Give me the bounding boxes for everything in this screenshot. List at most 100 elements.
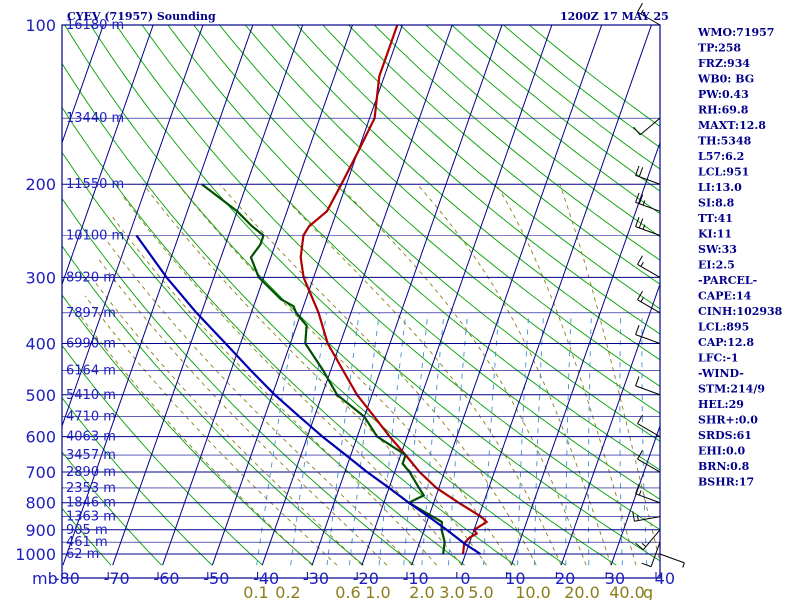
parcel-trace bbox=[135, 234, 482, 555]
plot-border bbox=[61, 24, 661, 579]
dry-adiabat-line bbox=[62, 106, 516, 566]
index-line: LI:13.0 bbox=[698, 181, 742, 194]
dry-adiabat-line bbox=[62, 397, 213, 566]
dry-adiabat-line bbox=[62, 294, 314, 566]
mixing-ratio-label: 20.0 bbox=[564, 583, 600, 600]
index-line: -WIND- bbox=[698, 367, 744, 380]
moist-adiabat-line bbox=[84, 295, 338, 566]
index-line: WB0: BG bbox=[697, 73, 754, 86]
index-line: EI:2.5 bbox=[698, 259, 735, 272]
wind-barb-flag bbox=[637, 414, 643, 424]
wind-barb-staff bbox=[642, 529, 661, 551]
pressure-tick-label: 900 bbox=[25, 521, 56, 540]
dry-adiabat-line bbox=[62, 151, 465, 566]
height-label: 905 m bbox=[66, 523, 108, 538]
isotherm-line bbox=[560, 282, 660, 566]
wind-barb bbox=[635, 217, 661, 236]
height-label: 16180 m bbox=[66, 18, 124, 33]
wind-barb-flag bbox=[641, 562, 652, 568]
moist-adiabat-line bbox=[219, 183, 537, 566]
dry-adiabat-line bbox=[62, 507, 112, 566]
height-label: 6164 m bbox=[66, 364, 116, 379]
mixing-ratio-line bbox=[403, 312, 429, 566]
index-line: CINH:102938 bbox=[698, 305, 783, 318]
pressure-tick-label: 500 bbox=[25, 386, 56, 405]
index-line: LCL:951 bbox=[698, 166, 749, 179]
height-label: 7897 m bbox=[66, 306, 116, 321]
isotherm-line bbox=[62, 25, 254, 566]
mixing-ratio-unit-label: g bbox=[643, 583, 653, 600]
isotherm-line bbox=[461, 25, 652, 566]
stability-indices: WMO:71957 TP:258 FRZ:934 WB0: BG PW:0.43 RH:6… bbox=[697, 26, 783, 489]
moist-adiabats bbox=[77, 183, 660, 566]
temperature-tick-label: 40 bbox=[655, 569, 675, 588]
moist-adiabat-line bbox=[496, 183, 637, 566]
wind-barb bbox=[659, 553, 685, 568]
wind-barb bbox=[641, 542, 661, 568]
temperature-tick-label: -60 bbox=[153, 569, 179, 588]
index-line: SW:33 bbox=[698, 243, 737, 256]
mixing-ratio-line bbox=[378, 312, 407, 566]
mixing-ratio-line bbox=[256, 312, 297, 566]
index-line: KI:11 bbox=[698, 228, 732, 241]
mixing-ratio-line bbox=[421, 312, 445, 566]
isotherm-line bbox=[62, 25, 104, 145]
plot-frame bbox=[61, 24, 661, 579]
dry-adiabat-line bbox=[64, 25, 617, 566]
temperature-tick-label: -10 bbox=[403, 569, 429, 588]
wind-barb-half-flag bbox=[682, 562, 685, 568]
index-line: STM:214/9 bbox=[698, 383, 765, 396]
wind-barb-flag bbox=[638, 218, 644, 229]
height-label: 8920 m bbox=[66, 270, 116, 285]
temperature-tick-label: -30 bbox=[303, 569, 329, 588]
height-label: 6990 m bbox=[66, 336, 116, 351]
index-line: BRN:0.8 bbox=[698, 460, 750, 473]
moist-adiabat-line bbox=[416, 183, 612, 566]
pressure-tick-label: 100 bbox=[25, 16, 56, 35]
isotherm-line bbox=[62, 25, 154, 286]
wind-barb-staff bbox=[637, 423, 661, 438]
pressure-tick-label: 400 bbox=[25, 334, 56, 353]
temperature-tick-label: -40 bbox=[253, 569, 279, 588]
wind-barb-staff bbox=[650, 542, 661, 567]
index-line: LFC:-1 bbox=[698, 352, 739, 365]
moist-adiabat-line bbox=[111, 216, 437, 566]
wind-barb-staff bbox=[659, 553, 685, 564]
mixing-ratio-label: 3.0 bbox=[439, 583, 464, 600]
wind-barb-staff bbox=[634, 516, 661, 522]
temperature-tick-label: 20 bbox=[555, 569, 575, 588]
wind-barb-flag bbox=[637, 255, 643, 265]
moist-adiabat-line bbox=[121, 195, 462, 566]
wind-barb-flag bbox=[638, 194, 644, 204]
wind-barb-flag bbox=[637, 3, 643, 13]
dry-adiabat-line bbox=[62, 197, 415, 566]
index-line: FRZ:934 bbox=[698, 57, 750, 70]
dewpoint-trace bbox=[201, 183, 446, 555]
wind-barbs bbox=[632, 3, 685, 568]
dry-adiabat-line bbox=[322, 25, 660, 310]
index-line: TP:258 bbox=[698, 42, 741, 55]
dry-adiabat-line bbox=[193, 25, 660, 442]
mixing-ratio-label: 40.0 bbox=[609, 583, 645, 600]
wind-barb-half-flag bbox=[641, 543, 647, 547]
height-label: 11550 m bbox=[66, 177, 124, 192]
dry-adiabat-line bbox=[89, 25, 660, 562]
index-line: WMO:71957 bbox=[697, 26, 774, 39]
temperature-tick-label: -50 bbox=[203, 569, 229, 588]
dry-adiabat-line bbox=[296, 25, 660, 335]
wind-barb-staff bbox=[635, 174, 661, 185]
wind-barb-staff bbox=[635, 334, 661, 344]
wind-barb-half-flag bbox=[640, 261, 644, 267]
dry-adiabat-line bbox=[218, 25, 660, 414]
mixing-ratio-label: 0.6 bbox=[335, 583, 360, 600]
wind-barb-half-flag bbox=[637, 515, 639, 521]
wind-barb-staff bbox=[637, 458, 661, 473]
wind-barb-flag bbox=[635, 165, 640, 176]
isotherm-line bbox=[112, 25, 304, 566]
index-line: -PARCEL- bbox=[698, 274, 757, 287]
dry-adiabat-line bbox=[373, 25, 660, 261]
isotherm-line bbox=[261, 25, 453, 566]
wind-barb bbox=[633, 117, 661, 136]
dry-adiabat-line bbox=[270, 25, 660, 361]
